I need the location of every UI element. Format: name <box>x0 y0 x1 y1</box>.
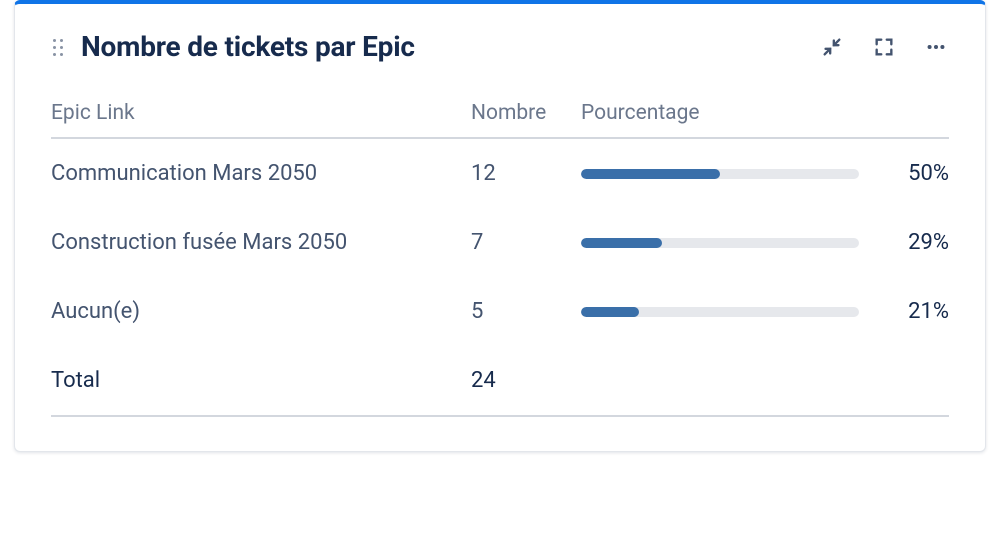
epic-table: Epic Link Nombre Pourcentage Communicati… <box>51 87 949 417</box>
progress-fill <box>581 307 639 317</box>
drag-handle-icon[interactable] <box>51 38 65 56</box>
cell-percent: 50% <box>581 138 949 208</box>
progress-fill <box>581 169 720 179</box>
cell-total-empty <box>581 346 949 416</box>
cell-epic[interactable]: Construction fusée Mars 2050 <box>51 208 471 277</box>
col-header-epic: Epic Link <box>51 87 471 138</box>
gadget-title: Nombre de tickets par Epic <box>81 30 819 63</box>
cell-count: 12 <box>471 138 581 208</box>
gadget-panel: Nombre de tickets par Epic <box>14 0 986 452</box>
percent-label: 50% <box>889 161 949 186</box>
table-row: Aucun(e) 5 21% <box>51 277 949 346</box>
table-row: Construction fusée Mars 2050 7 29% <box>51 208 949 277</box>
gadget-actions <box>819 34 949 60</box>
percent-label: 21% <box>889 299 949 324</box>
table-row: Communication Mars 2050 12 50% <box>51 138 949 208</box>
progress-track <box>581 169 859 179</box>
progress-track <box>581 307 859 317</box>
table-row-total: Total 24 <box>51 346 949 416</box>
more-icon[interactable] <box>923 34 949 60</box>
cell-total-label: Total <box>51 346 471 416</box>
fullscreen-icon[interactable] <box>871 34 897 60</box>
cell-percent: 21% <box>581 277 949 346</box>
cell-epic[interactable]: Communication Mars 2050 <box>51 138 471 208</box>
cell-total-count: 24 <box>471 346 581 416</box>
gadget-body: Epic Link Nombre Pourcentage Communicati… <box>15 81 985 451</box>
cell-epic[interactable]: Aucun(e) <box>51 277 471 346</box>
percent-label: 29% <box>889 230 949 255</box>
col-header-count: Nombre <box>471 87 581 138</box>
progress-fill <box>581 238 662 248</box>
cell-count: 7 <box>471 208 581 277</box>
cell-count: 5 <box>471 277 581 346</box>
cell-percent: 29% <box>581 208 949 277</box>
progress-track <box>581 238 859 248</box>
gadget-header: Nombre de tickets par Epic <box>15 4 985 81</box>
collapse-icon[interactable] <box>819 34 845 60</box>
col-header-percent: Pourcentage <box>581 87 949 138</box>
